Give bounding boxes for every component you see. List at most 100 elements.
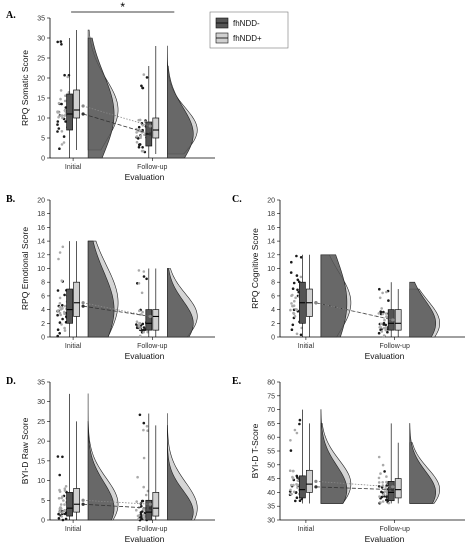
data-point bbox=[383, 490, 387, 493]
data-point bbox=[57, 497, 61, 500]
y-tick-label: 10 bbox=[37, 116, 45, 123]
data-point bbox=[64, 94, 67, 97]
boxplot-fhndd-0 bbox=[73, 241, 80, 337]
data-point bbox=[63, 310, 66, 314]
box bbox=[73, 488, 80, 513]
mean-line-fhndd bbox=[82, 105, 151, 127]
box bbox=[152, 309, 160, 331]
data-point bbox=[58, 251, 62, 254]
data-point bbox=[381, 481, 385, 484]
boxplot-fhndd-0 bbox=[299, 254, 306, 337]
data-point bbox=[135, 131, 138, 134]
box bbox=[73, 89, 80, 119]
data-point bbox=[145, 76, 149, 79]
data-point bbox=[61, 317, 64, 321]
mean-point bbox=[81, 301, 85, 305]
data-point bbox=[292, 490, 296, 494]
mean-line-fhndd bbox=[315, 480, 393, 488]
data-point bbox=[63, 487, 67, 491]
data-point bbox=[377, 455, 381, 459]
data-point bbox=[137, 269, 141, 272]
y-tick-label: 12 bbox=[267, 252, 275, 259]
mean-point bbox=[314, 485, 318, 489]
y-tick-label: 2 bbox=[271, 321, 275, 328]
data-point bbox=[62, 141, 66, 144]
y-tick-label: 16 bbox=[267, 225, 275, 232]
data-point bbox=[142, 456, 146, 460]
data-point bbox=[384, 328, 388, 332]
data-point bbox=[139, 511, 143, 514]
data-point bbox=[136, 137, 140, 140]
data-point bbox=[141, 310, 144, 314]
data-point bbox=[63, 326, 66, 330]
legend: fhNDD-fhNDD+ bbox=[209, 11, 289, 49]
data-point bbox=[298, 499, 302, 503]
box bbox=[306, 469, 313, 493]
data-point bbox=[140, 514, 143, 518]
data-point bbox=[384, 312, 388, 315]
boxplot-fhndd-1 bbox=[152, 46, 160, 154]
y-tick-label: 80 bbox=[267, 380, 275, 387]
x-tick-label: Follow-up bbox=[137, 526, 167, 533]
data-point bbox=[296, 483, 300, 487]
data-point bbox=[58, 305, 62, 309]
y-tick-label: 35 bbox=[37, 380, 45, 387]
panel-d: D. 0 5 10 15 20 25 30 35 BYI-D Raw Score Initial Fo… bbox=[6, 376, 215, 544]
data-point bbox=[57, 111, 61, 114]
boxplot-fhndd-1 bbox=[387, 423, 395, 504]
y-tick-label: 30 bbox=[267, 518, 275, 525]
data-point bbox=[60, 515, 63, 518]
data-point bbox=[61, 304, 64, 307]
data-point bbox=[377, 476, 381, 480]
data-point bbox=[141, 86, 144, 90]
violin-fhndd-0 bbox=[87, 393, 115, 521]
violin-fhndd-1 bbox=[409, 423, 436, 504]
mean-point bbox=[81, 304, 85, 308]
data-point bbox=[63, 329, 67, 332]
data-point bbox=[138, 309, 141, 313]
mean-point bbox=[81, 104, 85, 108]
y-tick-label: 14 bbox=[267, 239, 275, 246]
box bbox=[152, 492, 160, 517]
data-point bbox=[378, 296, 382, 300]
data-point bbox=[292, 483, 295, 487]
data-point bbox=[56, 334, 59, 338]
data-point bbox=[296, 288, 299, 292]
data-point bbox=[382, 326, 386, 330]
data-point bbox=[56, 130, 59, 133]
x-axis-title: Evaluation bbox=[365, 534, 405, 544]
panel-label: D. bbox=[6, 376, 16, 387]
data-point bbox=[56, 328, 60, 332]
y-tick-label: 8 bbox=[41, 280, 45, 287]
y-axis-title: RPQ Cognitive Score bbox=[250, 228, 260, 309]
data-point bbox=[385, 492, 389, 496]
data-point bbox=[145, 424, 149, 428]
y-tick-label: 0 bbox=[271, 335, 275, 342]
data-point bbox=[291, 323, 295, 327]
data-point bbox=[142, 513, 145, 516]
y-tick-label: 75 bbox=[267, 393, 275, 400]
violin-fhndd-0 bbox=[320, 409, 348, 504]
box bbox=[299, 475, 306, 499]
mean-point bbox=[148, 314, 152, 319]
data-point bbox=[381, 312, 385, 316]
data-point bbox=[135, 320, 139, 324]
data-point bbox=[295, 332, 299, 336]
data-point bbox=[63, 304, 67, 308]
y-tick-label: 25 bbox=[37, 56, 45, 63]
data-point bbox=[59, 308, 63, 311]
mean-point bbox=[391, 485, 395, 489]
y-tick-label: 2 bbox=[41, 321, 45, 328]
y-tick-label: 5 bbox=[41, 136, 45, 143]
data-point bbox=[57, 257, 60, 261]
significance-star: * bbox=[120, 0, 125, 14]
data-point bbox=[140, 84, 143, 88]
data-point bbox=[61, 116, 64, 120]
y-tick-label: 20 bbox=[37, 198, 45, 205]
data-point bbox=[58, 506, 62, 510]
data-point bbox=[138, 129, 141, 132]
panel-label: B. bbox=[6, 194, 16, 205]
x-axis-title: Evaluation bbox=[125, 351, 165, 361]
y-tick-label: 15 bbox=[37, 458, 45, 465]
data-point bbox=[57, 101, 61, 105]
